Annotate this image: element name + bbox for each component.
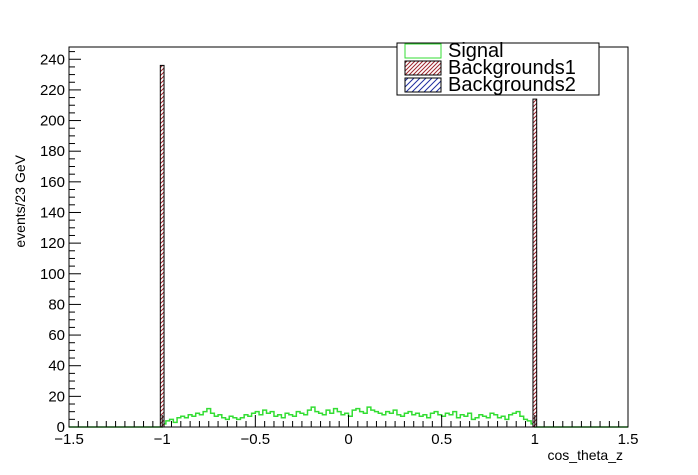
signal-histogram-line [69, 406, 628, 428]
x-tick-label: 1 [531, 431, 539, 448]
legend: Signal Backgrounds1 Backgrounds2 [396, 40, 600, 96]
legend-swatch-backgrounds2 [404, 77, 442, 93]
y-tick-label: 220 [40, 82, 65, 99]
x-axis-title: cos_theta_z [548, 447, 624, 463]
legend-swatch-signal [404, 43, 442, 59]
legend-label-backgrounds1: Backgrounds1 [448, 57, 576, 79]
y-tick-label: 140 [40, 204, 65, 221]
bar-backgrounds1-0 [159, 64, 165, 428]
y-axis-title: events/23 GeV [12, 154, 28, 247]
axes: −1.5 −1 −0.5 0 0.5 1 1.5 0 20 40 60 80 100 120 140 160 1… [40, 46, 639, 448]
x-tick-label: −0.5 [241, 431, 271, 448]
y-tick-label: 60 [48, 327, 65, 344]
y-tick-label: 40 [48, 358, 65, 375]
y-tick-label: 160 [40, 174, 65, 191]
x-tick-label: 1.5 [618, 431, 639, 448]
y-tick-label: 20 [48, 388, 65, 405]
y-tick-label: 100 [40, 266, 65, 283]
plot-area [69, 64, 628, 428]
legend-label-backgrounds2: Backgrounds2 [448, 74, 576, 96]
x-tick-label: 0 [344, 431, 352, 448]
plot-frame [68, 46, 629, 428]
y-tick-label: 200 [40, 113, 65, 130]
legend-swatch-backgrounds1 [404, 60, 442, 76]
y-tick-label: 180 [40, 143, 65, 160]
legend-label-signal: Signal [448, 40, 504, 62]
x-tick-label: 0.5 [431, 431, 452, 448]
y-tick-label: 120 [40, 235, 65, 252]
y-tick-label: 80 [48, 296, 65, 313]
x-tick-label: −1.5 [54, 431, 84, 448]
y-tick-label: 0 [57, 419, 65, 436]
bar-backgrounds1-1 [532, 98, 538, 428]
y-tick-label: 240 [40, 51, 65, 68]
x-tick-label: −1 [154, 431, 171, 448]
